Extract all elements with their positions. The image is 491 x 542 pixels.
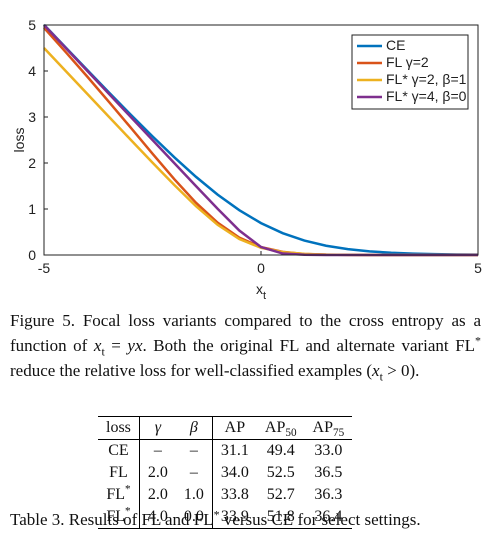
legend-label: CE [386,37,405,53]
table-cell: 33.0 [314,442,343,459]
legend-label: FL* γ=4, β=0 [386,88,467,104]
table-cell: 2.0 [147,486,168,503]
caption-text: reduce the relative loss for well-classi… [10,361,373,380]
header-cell: γ [154,419,162,436]
y-tick-label: 2 [28,155,36,171]
table-cell-text: FL [106,486,125,503]
table-cell: 36.5 [314,464,343,481]
header-cell-sub: 50 [285,427,297,440]
caption-text: yx [127,336,143,355]
caption-text: Figure 5. Focal loss variants compared t… [10,311,481,355]
table-cell-text: FL [106,508,125,525]
table-cell: CE [98,439,140,462]
table-cell: – [153,442,162,459]
table-cell: 31.1 [220,442,249,459]
table-cell: 51.8 [266,508,295,525]
legend-label: FL γ=2 [386,54,429,70]
x-tick-label: 0 [257,260,265,276]
caption-text: . Both the original FL and alternate var… [142,336,476,355]
table-cell: 1.0 [175,484,213,506]
x-tick-label: 5 [474,260,482,276]
legend-label: FL* γ=2, β=1 [386,71,467,87]
table-caption: Table 3. Results of FL and FL* versus CE… [10,507,481,530]
header-cell: loss [98,416,140,440]
x-axis-label-sub: t [263,290,266,302]
table-cell: FL [98,462,140,484]
table-row: CE – –31.1 49.4 33.0 [98,439,352,462]
header-cell: AP75 [305,417,353,440]
caption-text: x [93,336,102,355]
header-cell: β [175,416,213,440]
header-cell-sub: 75 [333,427,345,440]
caption-text: * [213,507,220,522]
table-cell-sup: * [124,483,131,496]
table-row: FL 2.0–34.0 52.5 36.5 [98,462,352,484]
table-cell: 0.0 [175,506,213,529]
caption-text: * [475,333,481,348]
table-cell: – [175,462,213,484]
caption-text: = [104,336,128,355]
table-cell: 52.7 [266,486,295,503]
header-cell: AP50 [257,417,305,440]
table-cell: 33.9 [220,508,249,525]
table-cell: FL* [98,505,140,529]
axes-box [43,24,479,256]
y-tick-label: 5 [28,17,36,33]
x-axis-label-main: x [256,281,263,297]
caption-text: Table 3. Results of FL and FL [10,510,214,529]
header-row: loss γ β AP AP50 AP75 [98,416,353,440]
table-row: FL* 2.0 1.0 33.8 52.7 36.3 [98,484,352,506]
x-axis-label: xt [256,281,266,302]
table-cell: 52.5 [266,464,295,481]
y-tick-label: 0 [28,247,36,263]
y-tick-label: 1 [28,201,36,217]
results-table: loss γ β AP AP50 AP75 CE – –31.1 49.4 33.0 FL 2.0–34… [98,416,353,529]
table-cell: 2.0 [147,464,168,481]
x-tick-label: -5 [38,260,51,276]
y-axis-label: loss [11,128,27,153]
figure-caption: Figure 5. Focal loss variants compared t… [10,308,481,383]
caption-text: x [372,361,380,380]
table-cell: 36.3 [314,486,343,503]
table-cell: – [175,439,213,462]
table-row: FL* 4.0 0.0 33.9 51.8 36.4 [98,505,353,529]
caption-text: t [101,344,105,359]
table-cell: 36.4 [314,508,343,525]
table-cell: 33.8 [220,486,249,503]
caption-text: > 0). [382,361,420,380]
header-cell: AP [224,419,246,436]
caption-text: versus CE for select settings. [219,510,421,529]
y-tick-label: 4 [28,63,36,79]
header-cell-text: AP [264,419,286,436]
table-cell-sup: * [124,505,131,518]
caption-text: t [379,369,383,384]
table-cell: 49.4 [266,442,295,459]
table-cell: 34.0 [220,464,249,481]
table-cell: FL* [98,483,140,506]
header-cell-text: AP [312,419,333,436]
table-cell: 4.0 [147,508,168,525]
y-tick-label: 3 [28,109,36,125]
